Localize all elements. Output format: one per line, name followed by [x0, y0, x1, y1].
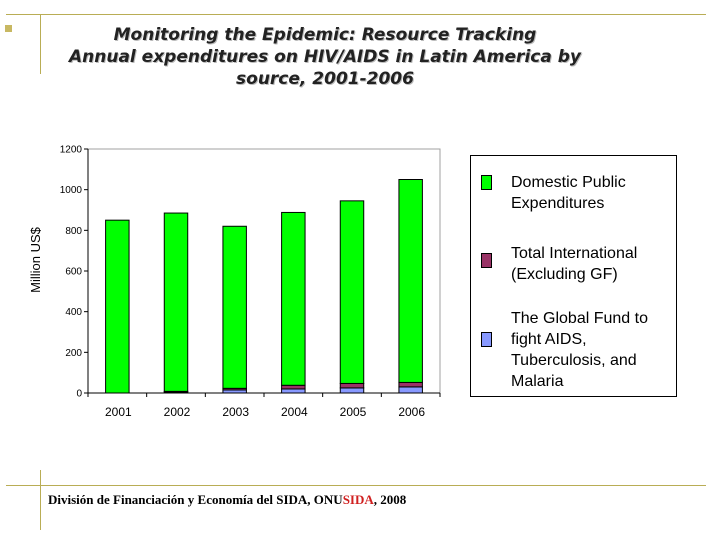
legend-swatch-global-fund — [481, 332, 492, 347]
bar-segment — [339, 387, 365, 394]
footer-accent-text: SIDA — [342, 492, 374, 507]
legend-label-global-fund: The Global Fund to fight AIDS, Tuberculo… — [511, 310, 648, 390]
bar-segment — [163, 212, 189, 392]
y-tick-label: 1000 — [60, 185, 83, 196]
title-line-1: Monitoring the Epidemic: Resource Tracki… — [113, 25, 537, 45]
x-tick-label: 2001 — [105, 405, 132, 419]
title-line-2: Annual expenditures on HIV/AIDS in Latin… — [69, 47, 581, 67]
x-tick-label: 2004 — [281, 405, 308, 419]
y-tick-label: 600 — [65, 267, 82, 278]
title-line-3: source, 2001-2006 — [236, 69, 414, 89]
bar-segment — [398, 386, 423, 394]
bar-segment — [281, 384, 306, 390]
bar-segment — [281, 388, 306, 394]
bar-segment — [222, 225, 247, 389]
left-accent-line — [40, 14, 41, 74]
y-axis-label: Million US$ — [28, 226, 43, 293]
bar-segment — [105, 219, 130, 394]
y-tick-label: 800 — [65, 226, 82, 237]
footer-source-text: División de Financiación y Economía del … — [48, 492, 343, 507]
bar-segment — [339, 382, 365, 389]
legend-label-international: Total International (Excluding GF) — [511, 245, 638, 283]
slide-title: Monitoring the Epidemic: Resource Tracki… — [20, 24, 630, 90]
y-tick-label: 0 — [76, 389, 82, 400]
x-tick-label: 2002 — [164, 405, 191, 419]
bar-segment — [339, 200, 365, 384]
bottom-accent-line — [40, 470, 41, 530]
bar-segment — [281, 211, 306, 386]
source-footer: División de Financiación y Economía del … — [48, 492, 406, 508]
legend-swatch-domestic — [481, 175, 492, 190]
top-divider-line — [6, 14, 706, 15]
chart-legend: Domestic Public Expenditures Total Inter… — [470, 155, 677, 397]
footer-year-text: , 2008 — [373, 492, 407, 507]
accent-square — [5, 25, 12, 32]
y-tick-label: 1200 — [60, 145, 83, 156]
y-tick-label: 400 — [65, 307, 82, 318]
x-tick-label: 2003 — [222, 405, 249, 419]
bar-segment — [398, 381, 423, 388]
bar-segment — [398, 179, 423, 383]
plot-area — [87, 148, 441, 394]
legend-swatch-international — [481, 253, 492, 268]
x-tick-label: 2005 — [340, 405, 367, 419]
legend-label-domestic: Domestic Public Expenditures — [511, 174, 626, 212]
bottom-divider-line — [6, 485, 706, 486]
x-tick-label: 2006 — [398, 405, 425, 419]
y-tick-label: 200 — [65, 348, 82, 359]
